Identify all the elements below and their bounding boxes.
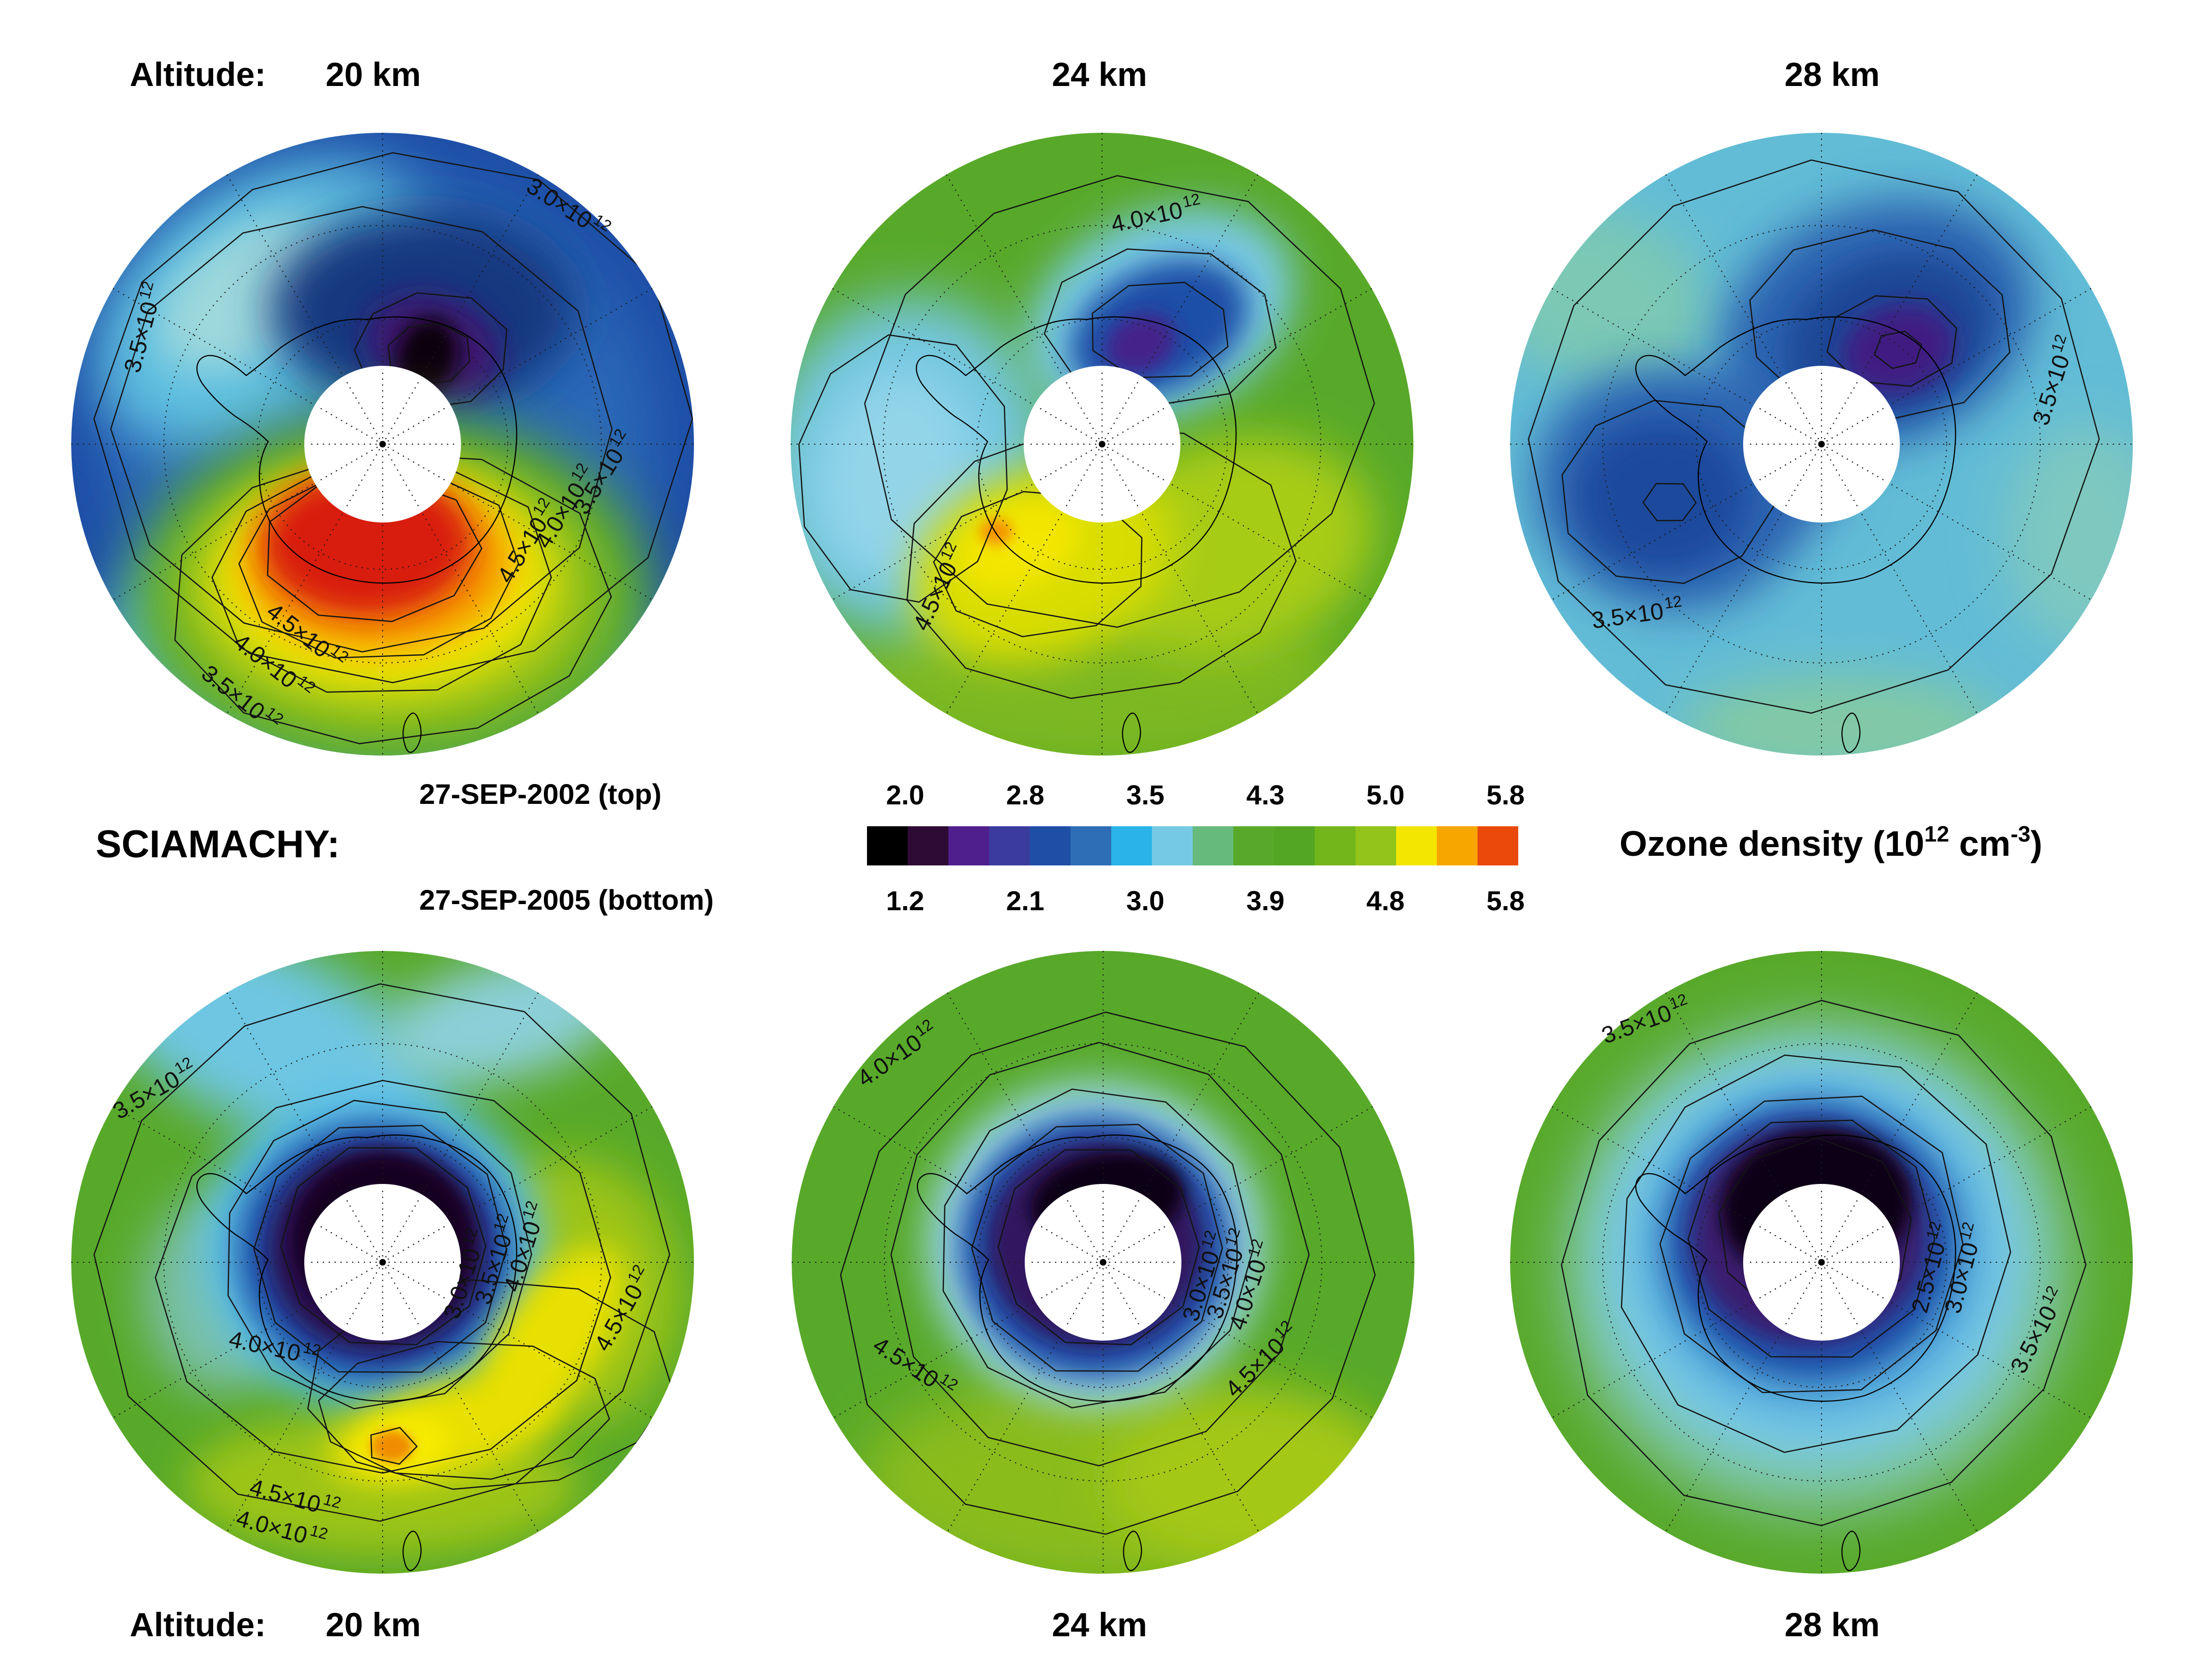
colorbar-segment-1 [908,826,948,865]
density-blob-3 [819,373,973,576]
colorbar-segment-9 [1233,826,1274,865]
pole-dot [379,1259,386,1266]
map-2002-20km: 3.0×10123.5×10124.5×10124.0×10123.5×1012… [71,133,694,756]
colorbar-segment-7 [1152,826,1193,865]
polar-gap-spokes [1027,369,1177,519]
scale-2005-tick-5: 5.8 [1486,886,1525,916]
contour-lines [840,1011,1376,1535]
map-fill-layer [71,133,694,756]
top-altitude-24km: 24 km [1052,55,1147,93]
scale-2005-tick-4: 4.8 [1366,886,1405,916]
scale-2005-tick-1: 2.1 [1006,886,1045,916]
contour-lines [798,175,1375,699]
pole-dot [379,441,386,448]
colorbar-segment-6 [1111,826,1152,865]
colorbar-unit-label: Ozone density (1012 cm-3) [1619,822,2043,864]
scale-2002-tick-4: 5.0 [1366,780,1405,810]
scale-2005-tick-3: 3.9 [1246,886,1285,916]
density-blob-6 [1105,313,1176,374]
colorbar-segment-8 [1193,826,1233,865]
colorbar-segment-0 [867,826,908,865]
density-blob-1 [1679,676,2005,756]
unit-suffix: ) [2030,824,2043,863]
unit-exponent: 12 [1924,822,1949,847]
map-2005-24km: 4.0×10123.0×10123.5×10124.0×10124.5×1012… [792,951,1414,1574]
colorbar-segment-12 [1355,826,1396,865]
unit-exponent-2: -3 [2010,822,2031,847]
polar-gap-spokes [1747,369,1896,519]
colorbar-segment-4 [1030,826,1071,865]
top-altitude-label: Altitude: [130,55,266,93]
colorbar-segment-3 [989,826,1030,865]
legend-top-date: 27-SEP-2002 (top) [419,778,662,810]
bottom-altitude-28km: 28 km [1784,1606,1880,1643]
instrument-label: SCIAMACHY: [96,823,340,866]
colorbar-segment-13 [1396,826,1437,865]
density-blob-9 [980,518,1013,545]
polar-gap-spokes [1747,1187,1896,1337]
legend-bottom-date: 27-SEP-2005 (bottom) [419,884,714,916]
contour-lines [93,983,673,1522]
pole-dot [1818,1259,1825,1266]
scale-2002-tick-0: 2.0 [886,780,924,810]
polar-gap-spokes [308,1187,457,1337]
scale-2002-tick-1: 2.8 [1006,780,1045,810]
scale-2002-tick-5: 5.8 [1486,780,1525,810]
colorbar-segment-11 [1315,826,1355,865]
contour-lines [1527,159,2100,714]
bottom-altitude-label: Altitude: [130,1606,266,1643]
colorbar-segment-10 [1274,826,1315,865]
top-altitude-28km: 28 km [1784,55,1880,93]
pole-dot [1818,441,1825,448]
density-blob-8 [1579,422,1747,570]
scale-2005-tick-2: 3.0 [1126,886,1165,916]
pole-dot [1100,1259,1107,1266]
polar-gap-spokes [308,369,457,519]
map-2005-20km: 3.5×10123.0×10123.5×10124.0×10124.5×1012… [71,951,694,1574]
density-blob-12 [370,1431,413,1462]
unit-prefix: Ozone density (10 [1619,824,1925,863]
bottom-altitude-24km: 24 km [1052,1606,1147,1643]
density-blob-2 [2005,424,2133,648]
polar-gap-spokes [1028,1187,1178,1337]
contour-lines [1560,1000,2087,1526]
colorbar [867,826,1518,865]
colorbar-segment-14 [1437,826,1478,865]
top-altitude-20km: 20 km [326,55,421,93]
bottom-altitude-20km: 20 km [326,1606,421,1643]
scale-2002-tick-2: 3.5 [1126,780,1165,810]
colorbar-segment-15 [1478,826,1518,865]
scale-2005-tick-0: 1.2 [886,886,924,916]
density-blob-6 [1842,305,1955,394]
scale-2002-tick-3: 4.3 [1246,780,1285,810]
colorbar-segment-2 [948,826,989,865]
unit-mid: cm [1949,824,2011,863]
colorbar-segment-5 [1071,826,1111,865]
pole-dot [1098,441,1106,448]
